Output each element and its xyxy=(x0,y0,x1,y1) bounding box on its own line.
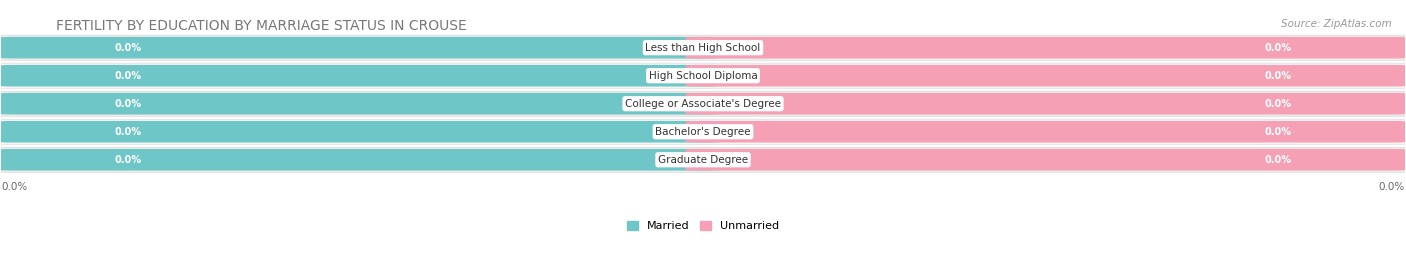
Text: 0.0%: 0.0% xyxy=(114,155,141,165)
Text: 0.0%: 0.0% xyxy=(1265,127,1292,137)
FancyBboxPatch shape xyxy=(686,149,1406,171)
Text: Bachelor's Degree: Bachelor's Degree xyxy=(655,127,751,137)
FancyBboxPatch shape xyxy=(0,119,1406,144)
FancyBboxPatch shape xyxy=(686,37,1406,58)
FancyBboxPatch shape xyxy=(0,91,1406,116)
Text: 0.0%: 0.0% xyxy=(1265,99,1292,109)
Text: Less than High School: Less than High School xyxy=(645,43,761,53)
Legend: Married, Unmarried: Married, Unmarried xyxy=(621,216,785,235)
Text: Graduate Degree: Graduate Degree xyxy=(658,155,748,165)
Text: 0.0%: 0.0% xyxy=(1265,71,1292,81)
FancyBboxPatch shape xyxy=(0,121,720,143)
FancyBboxPatch shape xyxy=(0,149,720,171)
Text: Source: ZipAtlas.com: Source: ZipAtlas.com xyxy=(1281,19,1392,29)
Text: 0.0%: 0.0% xyxy=(114,71,141,81)
FancyBboxPatch shape xyxy=(0,37,720,58)
Text: 0.0%: 0.0% xyxy=(114,99,141,109)
FancyBboxPatch shape xyxy=(0,93,720,115)
Text: 0.0%: 0.0% xyxy=(114,43,141,53)
Text: 0.0%: 0.0% xyxy=(1,182,28,192)
Text: High School Diploma: High School Diploma xyxy=(648,71,758,81)
Text: 0.0%: 0.0% xyxy=(1378,182,1405,192)
FancyBboxPatch shape xyxy=(686,93,1406,115)
FancyBboxPatch shape xyxy=(686,65,1406,86)
FancyBboxPatch shape xyxy=(0,63,1406,88)
FancyBboxPatch shape xyxy=(0,65,720,86)
Text: 0.0%: 0.0% xyxy=(1265,155,1292,165)
Text: College or Associate's Degree: College or Associate's Degree xyxy=(626,99,780,109)
Text: 0.0%: 0.0% xyxy=(114,127,141,137)
Text: FERTILITY BY EDUCATION BY MARRIAGE STATUS IN CROUSE: FERTILITY BY EDUCATION BY MARRIAGE STATU… xyxy=(56,19,467,33)
FancyBboxPatch shape xyxy=(0,147,1406,172)
FancyBboxPatch shape xyxy=(686,121,1406,143)
FancyBboxPatch shape xyxy=(0,35,1406,60)
Text: 0.0%: 0.0% xyxy=(1265,43,1292,53)
